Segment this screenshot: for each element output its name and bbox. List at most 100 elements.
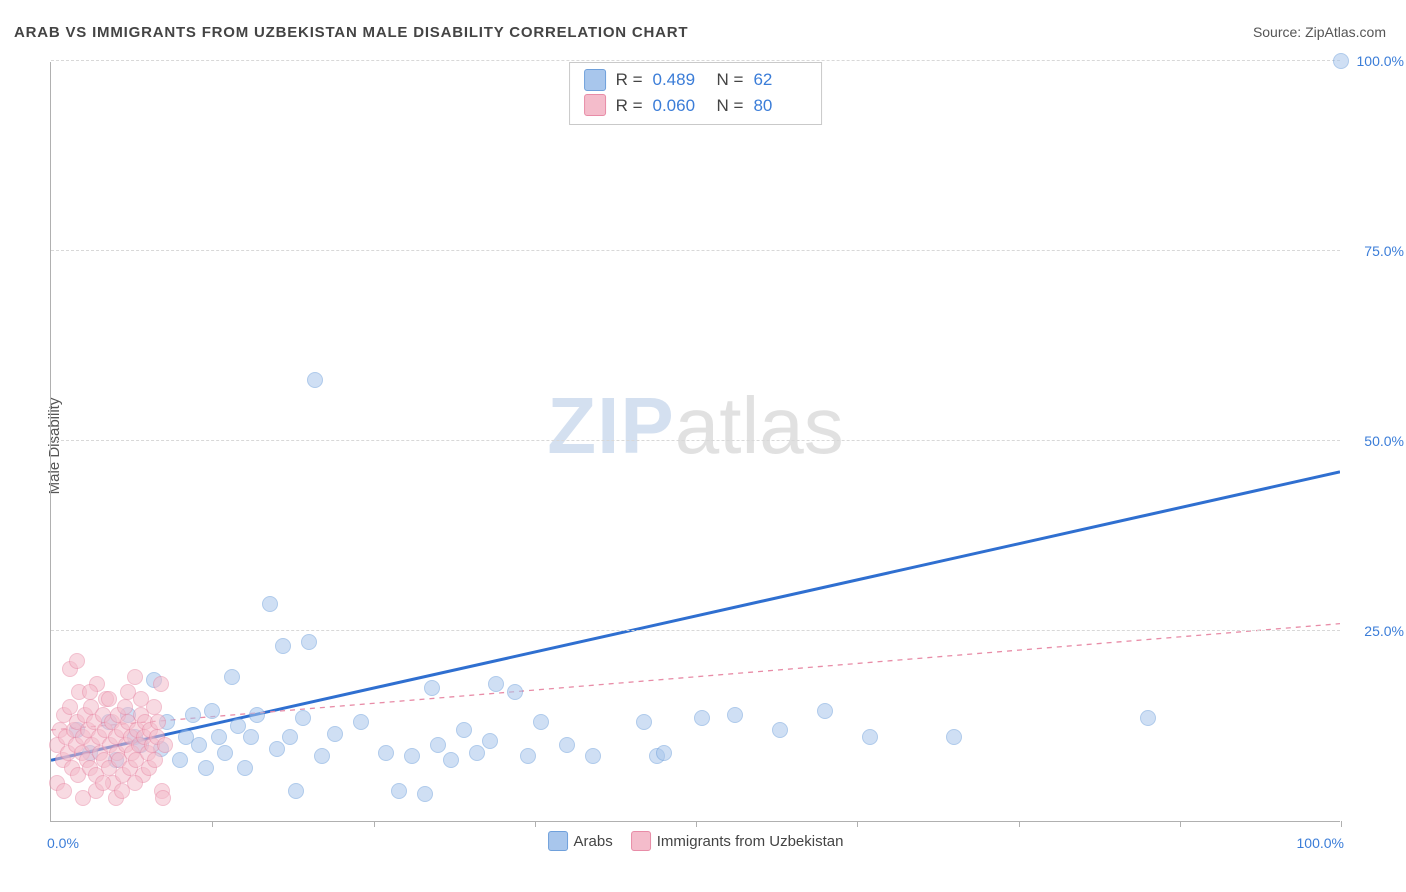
scatter-point: [172, 752, 188, 768]
y-tick-label: 100.0%: [1357, 53, 1404, 69]
scatter-point: [269, 741, 285, 757]
legend-r-label: R =: [616, 67, 643, 93]
watermark-atlas: atlas: [675, 381, 844, 470]
legend-swatch-uzbekistan: [584, 94, 606, 116]
scatter-point: [155, 790, 171, 806]
scatter-point: [443, 752, 459, 768]
watermark: ZIPatlas: [547, 380, 843, 472]
scatter-point: [127, 775, 143, 791]
x-tick: [535, 821, 536, 827]
scatter-point: [101, 691, 117, 707]
scatter-point: [327, 726, 343, 742]
x-tick: [212, 821, 213, 827]
scatter-point: [417, 786, 433, 802]
legend-n-label: N =: [717, 93, 744, 119]
y-tick-label: 50.0%: [1364, 433, 1404, 449]
x-tick: [1341, 821, 1342, 827]
scatter-point: [217, 745, 233, 761]
scatter-point: [157, 737, 173, 753]
source-attribution: Source: ZipAtlas.com: [1253, 24, 1386, 40]
legend-n-value-arabs: 62: [753, 67, 807, 93]
scatter-point: [295, 710, 311, 726]
scatter-point: [727, 707, 743, 723]
scatter-point: [147, 752, 163, 768]
scatter-point: [198, 760, 214, 776]
scatter-point: [243, 729, 259, 745]
scatter-point: [378, 745, 394, 761]
plot-area: ZIPatlas R = 0.489 N = 62 R = 0.060 N = …: [50, 62, 1340, 822]
scatter-point: [211, 729, 227, 745]
scatter-point: [1140, 710, 1156, 726]
scatter-point: [817, 703, 833, 719]
chart-title: ARAB VS IMMIGRANTS FROM UZBEKISTAN MALE …: [14, 24, 688, 41]
scatter-point: [636, 714, 652, 730]
legend-row: R = 0.489 N = 62: [584, 67, 808, 93]
scatter-point: [1333, 53, 1349, 69]
legend-item: Immigrants from Uzbekistan: [631, 831, 844, 851]
y-tick-label: 25.0%: [1364, 623, 1404, 639]
scatter-point: [430, 737, 446, 753]
scatter-point: [262, 596, 278, 612]
legend-r-value-uzbekistan: 0.060: [653, 93, 707, 119]
scatter-point: [249, 707, 265, 723]
scatter-point: [533, 714, 549, 730]
scatter-point: [127, 669, 143, 685]
scatter-point: [150, 714, 166, 730]
scatter-point: [469, 745, 485, 761]
x-tick: [1180, 821, 1181, 827]
scatter-point: [391, 783, 407, 799]
scatter-point: [191, 737, 207, 753]
scatter-point: [56, 783, 72, 799]
legend-swatch: [631, 831, 651, 851]
scatter-point: [204, 703, 220, 719]
gridline: [51, 440, 1340, 441]
scatter-point: [772, 722, 788, 738]
chart-container: ARAB VS IMMIGRANTS FROM UZBEKISTAN MALE …: [0, 0, 1406, 892]
correlation-legend: R = 0.489 N = 62 R = 0.060 N = 80: [569, 62, 823, 125]
legend-swatch: [548, 831, 568, 851]
x-tick: [374, 821, 375, 827]
scatter-point: [456, 722, 472, 738]
gridline: [51, 630, 1340, 631]
scatter-point: [559, 737, 575, 753]
scatter-point: [353, 714, 369, 730]
legend-n-value-uzbekistan: 80: [753, 93, 807, 119]
x-tick: [857, 821, 858, 827]
scatter-point: [224, 669, 240, 685]
scatter-point: [95, 775, 111, 791]
scatter-point: [117, 699, 133, 715]
series-legend: Arabs Immigrants from Uzbekistan: [548, 831, 844, 851]
y-tick-label: 75.0%: [1364, 243, 1404, 259]
legend-swatch-arabs: [584, 69, 606, 91]
scatter-point: [520, 748, 536, 764]
x-axis-min-label: 0.0%: [47, 835, 79, 851]
scatter-point: [314, 748, 330, 764]
scatter-point: [482, 733, 498, 749]
gridline: [51, 250, 1340, 251]
legend-label: Arabs: [574, 833, 613, 850]
scatter-point: [185, 707, 201, 723]
scatter-point: [69, 653, 85, 669]
legend-row: R = 0.060 N = 80: [584, 93, 808, 119]
legend-item: Arabs: [548, 831, 613, 851]
scatter-point: [237, 760, 253, 776]
scatter-point: [288, 783, 304, 799]
scatter-point: [424, 680, 440, 696]
scatter-point: [585, 748, 601, 764]
scatter-point: [656, 745, 672, 761]
scatter-point: [862, 729, 878, 745]
legend-r-value-arabs: 0.489: [653, 67, 707, 93]
x-tick: [696, 821, 697, 827]
scatter-point: [282, 729, 298, 745]
scatter-point: [488, 676, 504, 692]
trend-lines: [51, 62, 1340, 821]
scatter-point: [153, 676, 169, 692]
legend-n-label: N =: [717, 67, 744, 93]
scatter-point: [404, 748, 420, 764]
scatter-point: [301, 634, 317, 650]
x-tick: [1019, 821, 1020, 827]
x-axis-max-label: 100.0%: [1297, 835, 1344, 851]
watermark-zip: ZIP: [547, 381, 674, 470]
scatter-point: [946, 729, 962, 745]
scatter-point: [275, 638, 291, 654]
